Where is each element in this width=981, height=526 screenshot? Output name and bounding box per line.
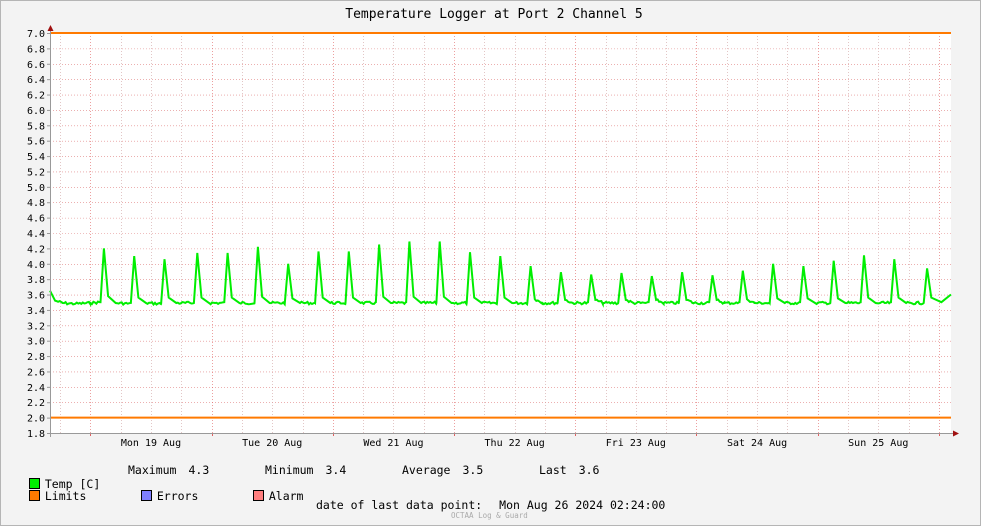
- stat-last: Last 3.6: [539, 463, 599, 477]
- x-tick-label: Mon 19 Aug: [121, 438, 181, 449]
- y-tick-label: 2.0: [27, 414, 45, 425]
- stat-maximum: Maximum 4.3: [128, 463, 209, 477]
- y-tick-label: 6.0: [27, 106, 45, 117]
- x-tick-label: Sat 24 Aug: [727, 438, 787, 449]
- y-tick-label: 6.4: [27, 75, 45, 86]
- legend-label-errors: Errors: [156, 489, 199, 503]
- legend-label-alarm: Alarm: [268, 489, 304, 503]
- y-tick-label: 5.4: [27, 152, 45, 163]
- y-tick-label: 3.4: [27, 306, 45, 317]
- legend-swatch-errors: [140, 490, 152, 501]
- stat-minimum: Minimum 3.4: [265, 463, 346, 477]
- y-tick-label: 4.4: [27, 229, 45, 240]
- x-axis-ticks: Mon 19 Aug Tue 20 Aug Wed 21 Aug Thu 22 Aug…: [90, 433, 940, 449]
- stat-minimum-value: 3.4: [325, 463, 347, 477]
- y-tick-label: 6.8: [27, 44, 45, 55]
- stat-last-label: Last: [539, 463, 567, 477]
- legend-swatch-temp: [28, 478, 40, 489]
- y-tick-label: 5.2: [27, 167, 45, 178]
- y-tick-label: 6.6: [27, 60, 45, 71]
- legend-swatch-limits: [28, 490, 40, 501]
- brand-watermark: OCTAA Log & Guard: [451, 511, 528, 520]
- last-data-point: date of last data point: Mon Aug 26 2024 …: [316, 498, 665, 512]
- y-tick-label: 5.0: [27, 183, 45, 194]
- x-tick-label: Thu 22 Aug: [485, 438, 545, 449]
- y-axis-arrow: [47, 25, 54, 31]
- stat-average-label: Average: [402, 463, 451, 477]
- series-line-temp: [49, 241, 952, 308]
- y-tick-label: 3.6: [27, 291, 45, 302]
- legend-swatch-alarm: [252, 490, 264, 501]
- stat-average-value: 3.5: [462, 463, 484, 477]
- limit-lines: [50, 32, 951, 419]
- x-tick-label: Fri 23 Aug: [606, 438, 666, 449]
- y-tick-label: 4.0: [27, 260, 45, 271]
- last-data-point-label: date of last data point:: [316, 498, 483, 512]
- chart-title: Temperature Logger at Port 2 Channel 5: [345, 7, 642, 22]
- last-data-point-value: Mon Aug 26 2024 02:24:00: [499, 498, 666, 512]
- y-tick-label: 3.2: [27, 321, 45, 332]
- legend-label-temp: Temp [C]: [44, 477, 101, 491]
- y-tick-label: 7.0: [27, 29, 45, 40]
- axes: [47, 25, 959, 437]
- stat-last-value: 3.6: [578, 463, 600, 477]
- y-tick-label: 2.4: [27, 383, 45, 394]
- y-tick-label: 5.8: [27, 121, 45, 132]
- stat-average: Average 3.5: [402, 463, 483, 477]
- legend-label-limits: Limits: [44, 489, 87, 503]
- legend-alarm: Alarm: [239, 475, 303, 503]
- y-axis-ticks: 7.0 6.8 6.6 6.4 6.2 6.0 5.8 5.6 5.4 5.2 5.0 4.8 4.6 4…: [27, 29, 50, 440]
- y-tick-label: 4.2: [27, 244, 45, 255]
- y-tick-label: 5.6: [27, 137, 45, 148]
- y-tick-label: 2.6: [27, 367, 45, 378]
- y-tick-label: 1.8: [27, 429, 45, 440]
- y-tick-label: 6.2: [27, 91, 45, 102]
- plot-area: [50, 33, 951, 433]
- stat-maximum-label: Maximum: [128, 463, 177, 477]
- legend-row-1: Temp [C]: [15, 463, 100, 491]
- legend-errors: Errors: [127, 475, 198, 503]
- chart: Temperature Logger at Port 2 Channel 5 7…: [27, 7, 959, 449]
- stat-maximum-value: 4.3: [188, 463, 210, 477]
- legend-row-2: Limits: [15, 475, 86, 503]
- y-tick-label: 3.0: [27, 337, 45, 348]
- y-tick-label: 3.8: [27, 275, 45, 286]
- x-tick-label: Tue 20 Aug: [242, 438, 302, 449]
- y-tick-label: 2.8: [27, 352, 45, 363]
- y-tick-label: 4.6: [27, 214, 45, 225]
- x-tick-label: Wed 21 Aug: [363, 438, 423, 449]
- y-tick-label: 2.2: [27, 398, 45, 409]
- x-axis-arrow: [953, 430, 959, 437]
- x-tick-label: Sun 25 Aug: [848, 438, 908, 449]
- y-tick-label: 4.8: [27, 198, 45, 209]
- stat-minimum-label: Minimum: [265, 463, 314, 477]
